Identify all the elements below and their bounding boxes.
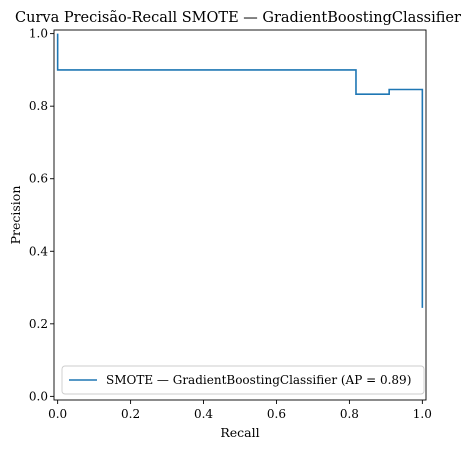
x-tick-label: 0.6 (267, 407, 286, 421)
x-axis-label: Recall (220, 425, 259, 440)
x-tick-label: 0.2 (121, 407, 140, 421)
legend: SMOTE — GradientBoostingClassifier (AP =… (62, 366, 424, 394)
x-tick-label: 0.8 (340, 407, 359, 421)
axis-ticks: 0.0 0.2 0.4 0.6 0.8 1.0 0.0 0.2 0.4 0.6 0.8 1.0 (29, 27, 432, 421)
pr-curve-line (58, 34, 423, 308)
plot-area (58, 34, 423, 308)
y-tick-label: 0.0 (29, 389, 48, 403)
legend-entry-label: SMOTE — GradientBoostingClassifier (AP =… (106, 373, 411, 387)
x-tick-label: 0.4 (194, 407, 213, 421)
x-tick-label: 1.0 (413, 407, 432, 421)
x-tick-label: 0.0 (48, 407, 67, 421)
y-axis-label: Precision (8, 186, 23, 245)
y-tick-label: 0.8 (29, 99, 48, 113)
axes-frame (54, 30, 426, 400)
y-tick-label: 1.0 (29, 27, 48, 41)
y-tick-label: 0.4 (29, 244, 48, 258)
y-tick-label: 0.2 (29, 317, 48, 331)
y-tick-label: 0.6 (29, 172, 48, 186)
chart-title: Curva Precisão-Recall SMOTE — GradientBo… (15, 10, 461, 26)
